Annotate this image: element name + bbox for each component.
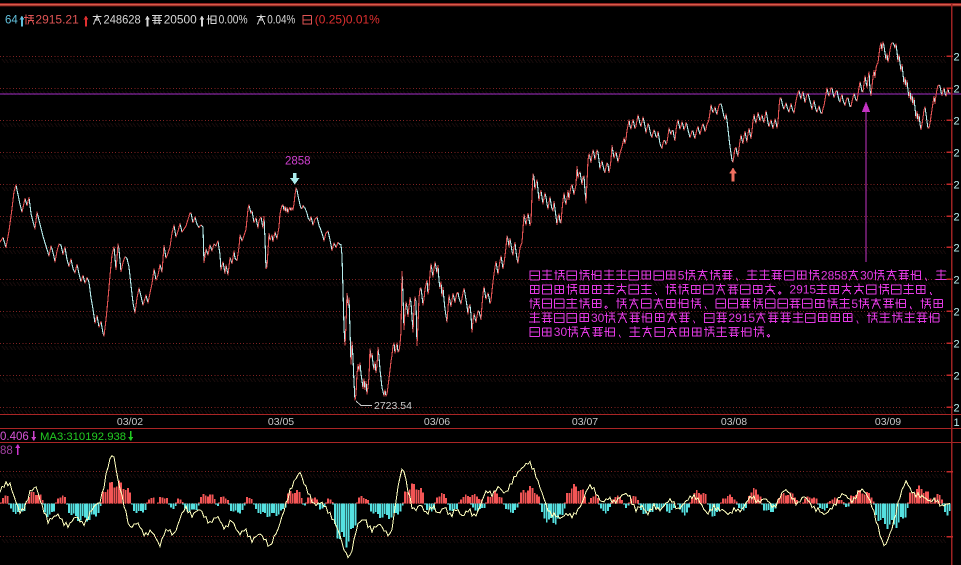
svg-text:64: 64 bbox=[5, 13, 18, 27]
svg-text:2: 2 bbox=[954, 307, 960, 319]
svg-text:1: 1 bbox=[954, 417, 960, 429]
svg-text:2: 2 bbox=[954, 52, 960, 64]
svg-text:2915: 2915 bbox=[789, 283, 816, 297]
svg-text:2: 2 bbox=[954, 148, 960, 160]
svg-text:20500: 20500 bbox=[164, 13, 197, 27]
svg-text:0.00%: 0.00% bbox=[219, 13, 248, 27]
svg-text:30: 30 bbox=[554, 325, 568, 339]
svg-text:5: 5 bbox=[851, 297, 858, 311]
svg-text:2: 2 bbox=[954, 116, 960, 128]
svg-text:2: 2 bbox=[954, 371, 960, 383]
svg-text:2: 2 bbox=[954, 275, 960, 287]
svg-text:2858: 2858 bbox=[285, 156, 311, 168]
svg-text:0.406: 0.406 bbox=[0, 431, 29, 443]
svg-text:2915.21: 2915.21 bbox=[35, 13, 79, 27]
svg-text:248628: 248628 bbox=[104, 13, 141, 27]
svg-text:03/06: 03/06 bbox=[424, 416, 450, 428]
svg-text:03/08: 03/08 bbox=[721, 416, 747, 428]
svg-text:2723.54: 2723.54 bbox=[374, 400, 412, 412]
svg-text:2: 2 bbox=[954, 180, 960, 192]
svg-text:03/02: 03/02 bbox=[117, 416, 143, 428]
svg-text:2: 2 bbox=[954, 403, 960, 415]
svg-text:2: 2 bbox=[954, 212, 960, 224]
svg-text:2915: 2915 bbox=[728, 311, 755, 325]
svg-text:0.04%: 0.04% bbox=[267, 13, 295, 27]
svg-text:(0.25)0.01%: (0.25)0.01% bbox=[315, 13, 380, 27]
svg-text:5: 5 bbox=[678, 268, 685, 282]
svg-text:2: 2 bbox=[954, 84, 960, 96]
svg-text:2: 2 bbox=[954, 243, 960, 255]
svg-text:88: 88 bbox=[0, 445, 13, 457]
svg-text:03/05: 03/05 bbox=[268, 416, 294, 428]
svg-text:2: 2 bbox=[954, 339, 960, 351]
svg-text:30: 30 bbox=[860, 268, 874, 282]
svg-text:MA3:310192.938: MA3:310192.938 bbox=[40, 431, 126, 443]
svg-text:03/09: 03/09 bbox=[875, 416, 901, 428]
svg-text:03/07: 03/07 bbox=[572, 416, 598, 428]
svg-text:30: 30 bbox=[591, 311, 605, 325]
svg-text:2858: 2858 bbox=[821, 268, 848, 282]
